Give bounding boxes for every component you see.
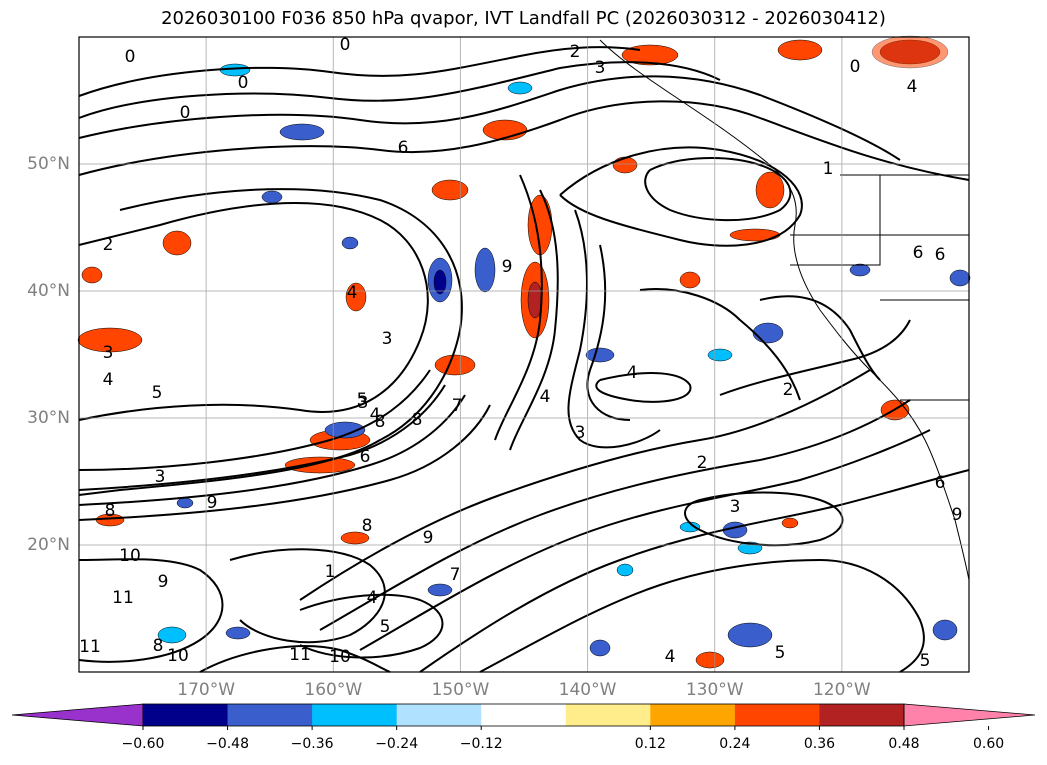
contour-label: 0 — [850, 57, 861, 77]
colorbar-tick-label: 0.12 — [634, 736, 666, 752]
colorbar-outline — [142, 703, 905, 727]
contour-label: 6 — [398, 138, 409, 158]
contour-label: 0 — [180, 103, 191, 123]
colorbar-tick-label: 0.60 — [972, 736, 1005, 752]
contour-label: 0 — [340, 35, 351, 55]
contour-label: 5 — [152, 383, 163, 403]
contour-label: 4 — [347, 283, 358, 303]
colorbar-tick-label: −0.60 — [121, 736, 165, 752]
contour-label: 6 — [935, 245, 946, 265]
colorbar-swatch — [481, 704, 567, 726]
contour-label: 3 — [595, 58, 606, 78]
contour-label: 4 — [907, 77, 918, 97]
contour-label: 5 — [920, 651, 931, 671]
contour-label: 1 — [823, 159, 834, 179]
colorbar-tick-label: −0.48 — [206, 736, 249, 752]
contour-label: 5 — [775, 643, 786, 663]
contour-label: 9 — [502, 257, 513, 277]
contour-label: 4 — [103, 370, 114, 390]
longitude-label: 120°W — [812, 680, 871, 700]
contour-label: 2 — [783, 380, 794, 400]
contour-label: 4 — [367, 588, 378, 608]
contour-label: 10 — [329, 647, 351, 667]
colorbar-tick-label: −0.36 — [290, 736, 334, 752]
figure-title: 2026030100 F036 850 hPa qvapor, IVT Land… — [161, 8, 886, 29]
map-border — [78, 36, 970, 673]
contour-label: 8 — [412, 410, 423, 430]
coastline — [599, 39, 970, 581]
colorbar-swatch — [734, 704, 820, 726]
map-gridlines — [79, 37, 970, 672]
contour-label: 3 — [358, 393, 369, 413]
colorbar-extend-max — [903, 703, 1036, 727]
contour-label: 6 — [935, 473, 946, 493]
colorbar-swatch — [312, 704, 398, 726]
latitude-label: 40°N — [27, 281, 70, 301]
contour-label: 3 — [382, 329, 393, 349]
contour-label: 11 — [79, 637, 101, 657]
contour-label: 4 — [540, 387, 551, 407]
contour-label: 11 — [112, 588, 134, 608]
colorbar-tick-label: 0.36 — [803, 736, 836, 752]
contour-label: 9 — [207, 493, 218, 513]
longitude-label: 160°W — [304, 680, 363, 700]
contour-label: 8 — [105, 501, 116, 521]
contour-label: 10 — [119, 546, 141, 566]
colorbar-extend-min — [11, 703, 144, 727]
longitude-label: 140°W — [558, 680, 617, 700]
colorbar-tick-label: 0.48 — [888, 736, 920, 752]
latitude-label: 30°N — [27, 408, 70, 428]
contour-label: 6 — [360, 447, 371, 467]
colorbar-tick-label: −0.12 — [459, 736, 503, 752]
contour-label: 7 — [452, 396, 463, 416]
contour-label: 11 — [289, 645, 311, 665]
contour-label: 3 — [155, 467, 166, 487]
contour-label: 1 — [325, 562, 336, 582]
contour-label: 0 — [125, 47, 136, 67]
longitude-label: 130°W — [685, 680, 744, 700]
contour-label: 5 — [380, 617, 391, 637]
contour-label: 8 — [153, 636, 164, 656]
contour-label: 3 — [103, 343, 114, 363]
contour-label: 9 — [158, 572, 169, 592]
latitude-label: 20°N — [27, 535, 70, 555]
contour-label: 3 — [575, 423, 586, 443]
contour-label: 2 — [570, 42, 581, 62]
contour-label: 0 — [238, 73, 249, 93]
contour-label: 5 — [357, 390, 368, 410]
contour-label: 4 — [627, 363, 638, 383]
contour-label: 4 — [665, 647, 676, 667]
colorbar-swatch — [143, 704, 229, 726]
colorbar-swatch — [565, 704, 651, 726]
colorbar-tick-label: 0.24 — [719, 736, 751, 752]
contour-label: 9 — [952, 505, 963, 525]
latitude-label: 50°N — [27, 154, 70, 174]
contour-label: 3 — [730, 497, 741, 517]
contour-label: 6 — [913, 243, 924, 263]
contour-label: 8 — [375, 412, 386, 432]
contour-label: 8 — [362, 516, 373, 536]
contour-label: 2 — [697, 453, 708, 473]
longitude-label: 170°W — [177, 680, 236, 700]
contour-label: 9 — [423, 528, 434, 548]
contour-label: 10 — [167, 646, 189, 666]
colorbar — [11, 703, 1036, 730]
contour-label: 4 — [370, 405, 381, 425]
colorbar-tick-label: −0.24 — [375, 736, 419, 752]
colorbar-swatch — [650, 704, 736, 726]
colorbar-swatch — [819, 704, 905, 726]
colorbar-swatch — [227, 704, 313, 726]
contour-label: 2 — [103, 235, 114, 255]
colorbar-swatch — [396, 704, 482, 726]
longitude-label: 150°W — [431, 680, 490, 700]
contour-label: 7 — [450, 565, 461, 585]
